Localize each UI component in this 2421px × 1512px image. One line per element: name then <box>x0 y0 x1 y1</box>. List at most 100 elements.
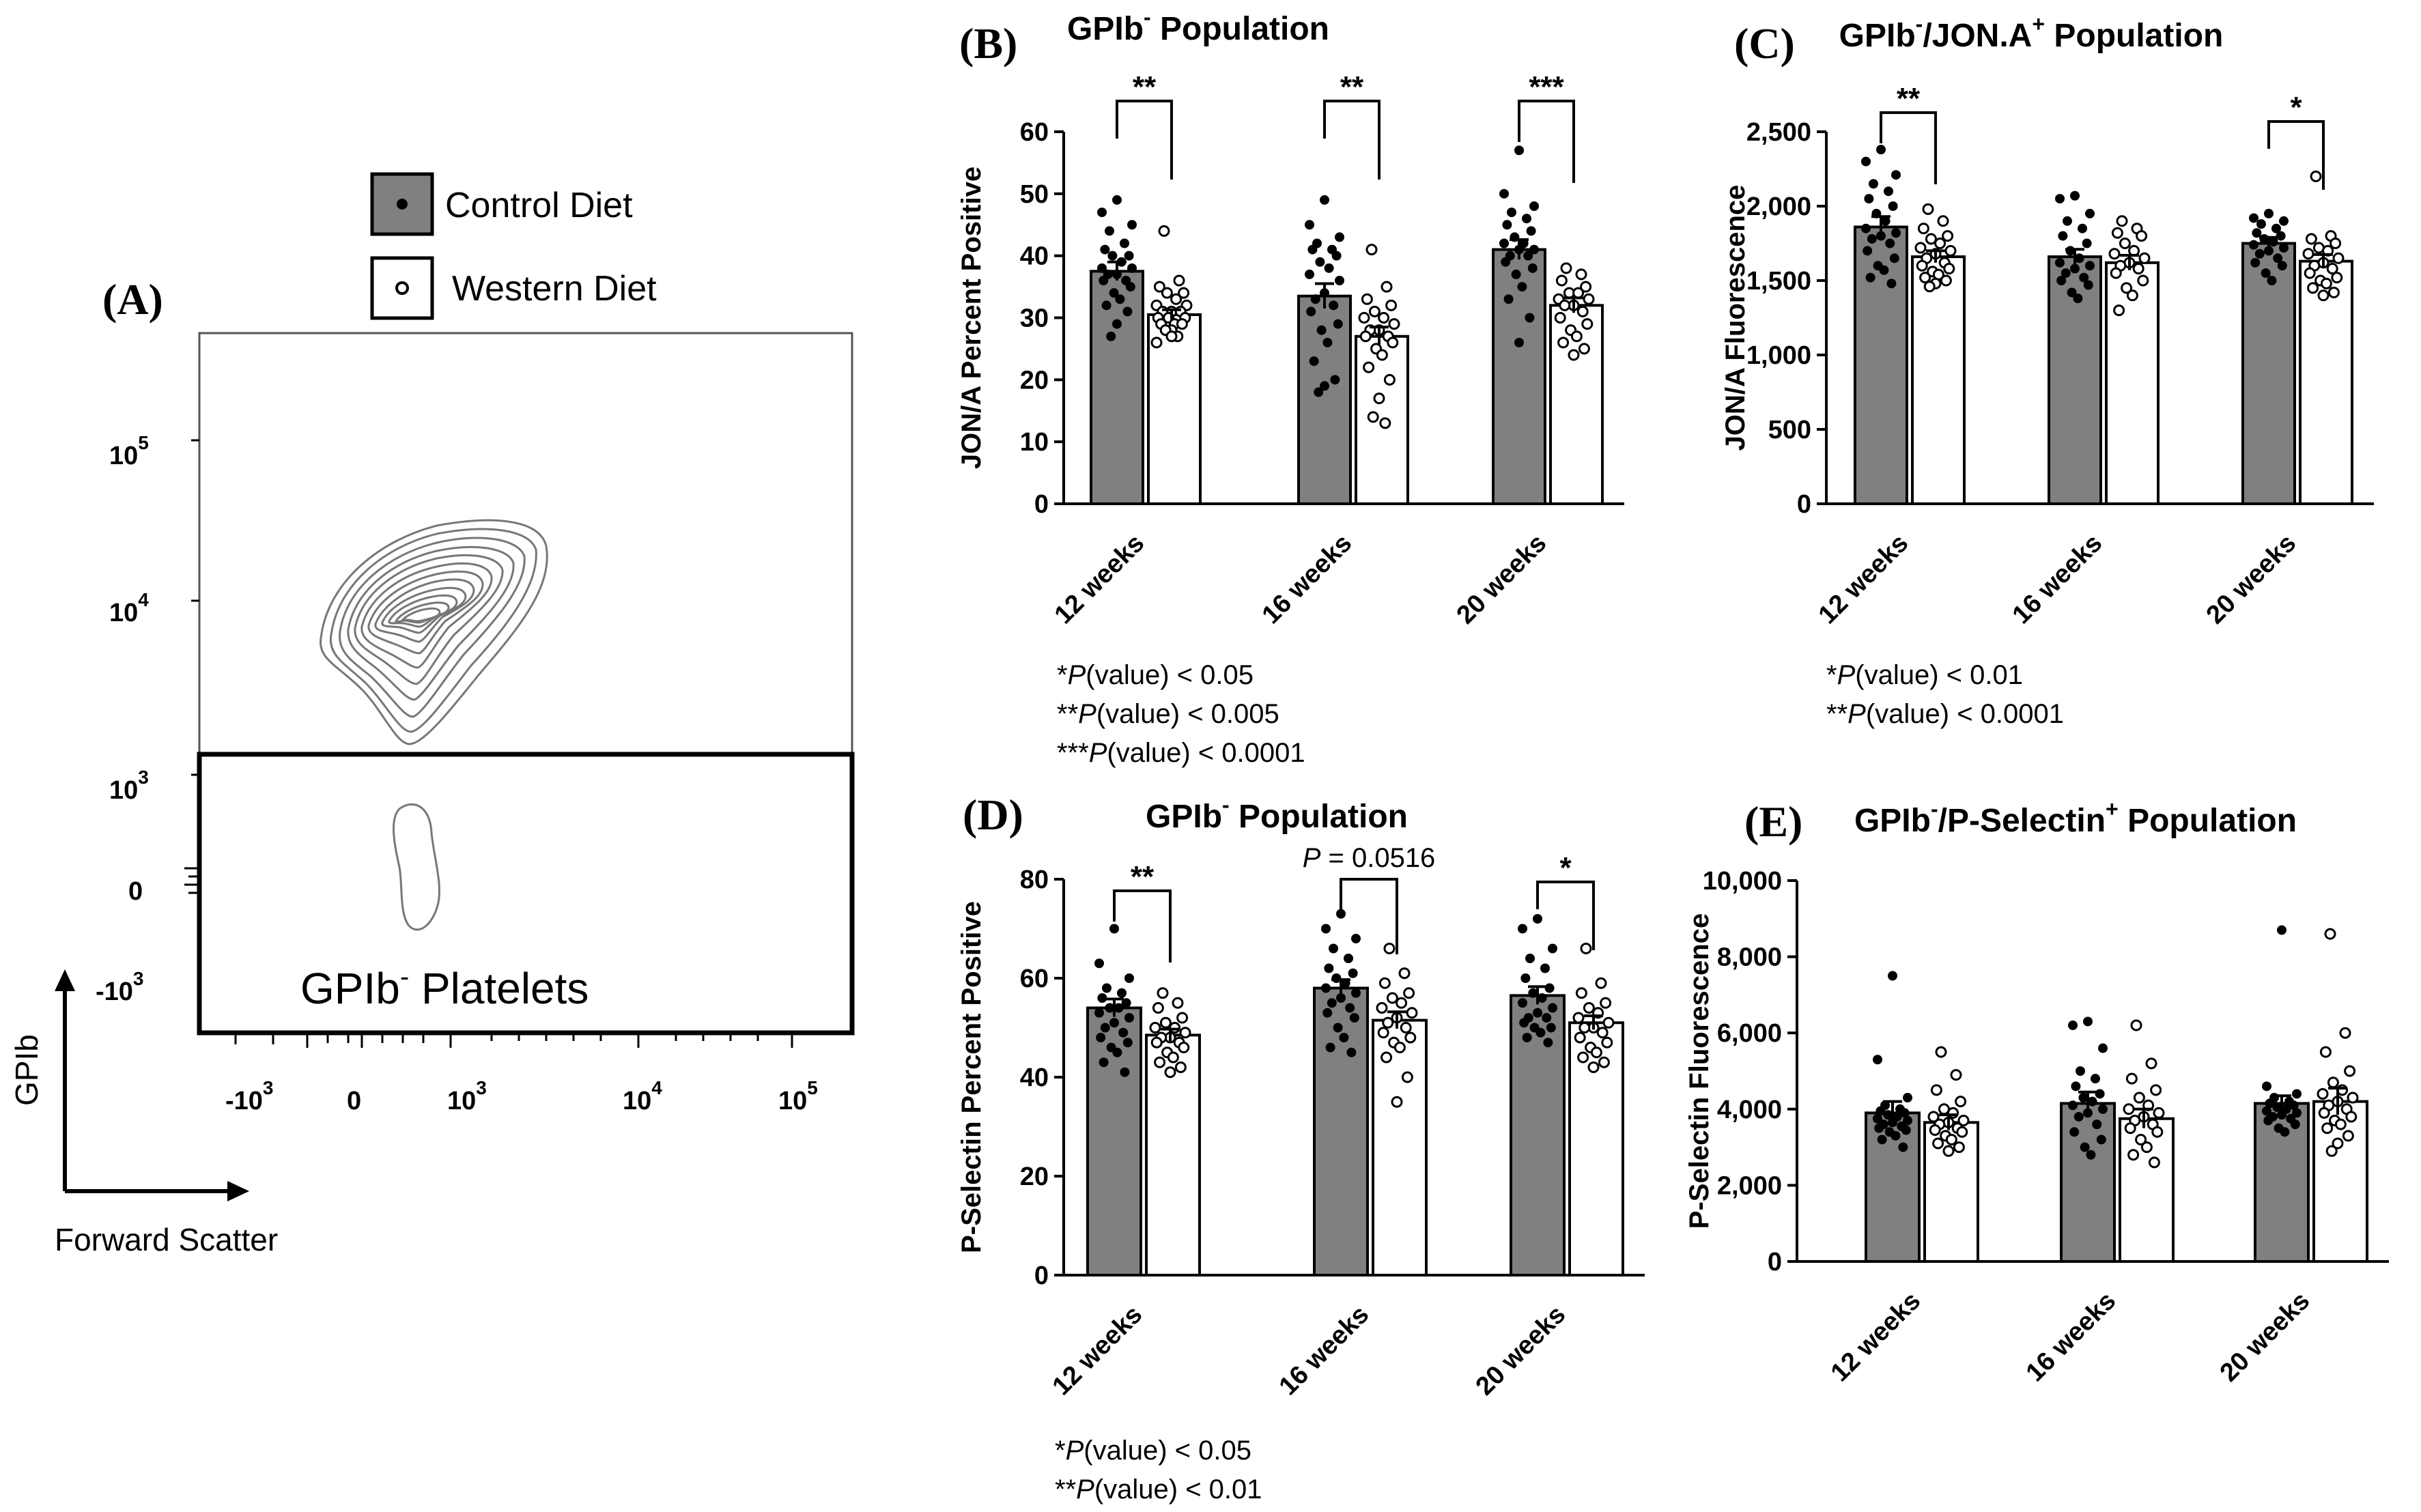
point-control <box>1122 306 1133 317</box>
point-western <box>1396 997 1408 1009</box>
point-western <box>2327 286 2340 298</box>
flow-x-tick-label: -103 <box>225 1077 274 1115</box>
legend-control-swatch <box>370 172 434 236</box>
point-control <box>1305 220 1314 230</box>
point-western <box>1942 230 1954 242</box>
significance-label: * <box>1559 851 1572 885</box>
legend: Control Diet Western Diet <box>370 172 657 320</box>
point-western <box>1167 1051 1179 1064</box>
point-control <box>1520 973 1531 983</box>
point-western <box>1914 242 1927 254</box>
flow-x-ticks <box>234 1033 793 1048</box>
point-control <box>1097 208 1107 218</box>
x-tick-label: 20 weeks <box>2201 529 2302 630</box>
point-control <box>1517 282 1527 292</box>
point-control <box>1548 943 1557 954</box>
bar-control <box>2060 1102 2116 1264</box>
y-tick-label: 60 <box>1020 965 1049 993</box>
point-control <box>2082 238 2092 248</box>
point-control <box>1321 983 1331 993</box>
panel-a: (A) 105 104 103 0 -103 <box>9 275 855 1257</box>
point-western <box>1157 987 1169 999</box>
x-tick-label: 12 weeks <box>1049 529 1150 630</box>
point-control <box>1888 201 1898 211</box>
point-western <box>1165 330 1178 343</box>
point-control <box>2076 1066 2085 1076</box>
point-control <box>1503 294 1514 304</box>
flow-y-ticks: 105 104 103 0 -103 <box>96 432 199 1006</box>
point-control <box>2263 1115 2274 1126</box>
point-control <box>1877 1135 1887 1145</box>
flow-x-tick-label: 105 <box>778 1077 818 1115</box>
point-western <box>1385 299 1398 311</box>
y-tick-label: 50 <box>1020 180 1049 209</box>
point-western <box>1382 1016 1394 1029</box>
flow-y-tick-label: 0 <box>128 877 143 906</box>
panel-e-title: GPIb-/P-Selectin+ Population <box>1854 797 2297 839</box>
point-control <box>1514 145 1524 156</box>
x-tick-label: 16 weeks <box>2007 529 2108 630</box>
point-control <box>2276 231 2286 241</box>
point-control <box>2254 248 2265 259</box>
point-control <box>1099 1057 1109 1068</box>
panel-e: (E) GPIb-/P-Selectin+ Population 0 2,000 4… <box>1684 797 2389 1387</box>
point-western <box>1578 1022 1591 1033</box>
y-tick-label: 4,000 <box>1717 1096 1782 1124</box>
y-tick-label: 1,000 <box>1746 341 1811 370</box>
point-western <box>1572 1012 1585 1024</box>
point-western <box>1368 305 1381 317</box>
point-control <box>1879 265 1889 275</box>
point-western <box>2121 282 2133 294</box>
point-western <box>2110 267 2122 279</box>
point-control <box>2280 1127 2290 1137</box>
point-control <box>1336 909 1346 919</box>
point-control <box>1322 337 1333 347</box>
bar-control <box>2241 242 2296 505</box>
point-control <box>2268 237 2278 247</box>
point-western <box>1583 1002 1595 1014</box>
point-control <box>1324 963 1334 973</box>
point-western <box>1945 1133 1957 1145</box>
panel-e-plot: 0 2,000 4,000 6,000 8,000 10,000 P-Selectin Fl… <box>1684 867 2389 1387</box>
point-control <box>1522 1033 1532 1042</box>
point-control <box>2249 213 2259 223</box>
panel-e-letter: (E) <box>1744 797 1802 846</box>
legend-western-marker <box>395 281 409 295</box>
point-control <box>1120 238 1129 248</box>
significance-label: *** <box>1529 70 1564 104</box>
point-western <box>2339 1027 2351 1039</box>
point-control <box>1351 988 1361 998</box>
point-control <box>2079 272 2089 283</box>
point-control <box>1873 1055 1882 1065</box>
point-western <box>1572 287 1585 299</box>
point-control <box>2277 925 2286 935</box>
flow-x-tick-label: 103 <box>447 1077 487 1115</box>
point-control <box>1885 238 1895 248</box>
point-control <box>1094 1008 1104 1018</box>
point-western <box>2344 1065 2356 1077</box>
point-control <box>2071 1081 2081 1092</box>
point-control <box>2098 1104 2108 1114</box>
flow-plot-frame <box>198 332 853 1034</box>
point-western <box>2332 252 2345 264</box>
point-control <box>1105 226 1114 236</box>
point-western <box>2113 304 2125 317</box>
flow-y-tick-label: 105 <box>109 432 149 470</box>
point-control <box>1522 214 1531 224</box>
point-western <box>1161 287 1173 299</box>
point-control <box>1348 968 1358 978</box>
x-tick-label: 16 weeks <box>1274 1300 1375 1401</box>
point-control <box>2096 1135 2106 1145</box>
point-control <box>1529 244 1539 255</box>
significance-bracket <box>1536 881 1595 950</box>
point-western <box>1595 977 1607 989</box>
point-control <box>2080 1142 2090 1152</box>
y-tick-label: 0 <box>1034 1261 1049 1290</box>
point-control <box>1867 233 1877 244</box>
point-western <box>2130 1019 2142 1031</box>
point-control <box>2085 261 2095 271</box>
panel-d-plot: 0 20 40 60 80 P-Selectin Percent Positive ** 12… <box>957 843 1645 1401</box>
point-western <box>1953 1141 1965 1154</box>
point-control <box>1548 1003 1557 1013</box>
